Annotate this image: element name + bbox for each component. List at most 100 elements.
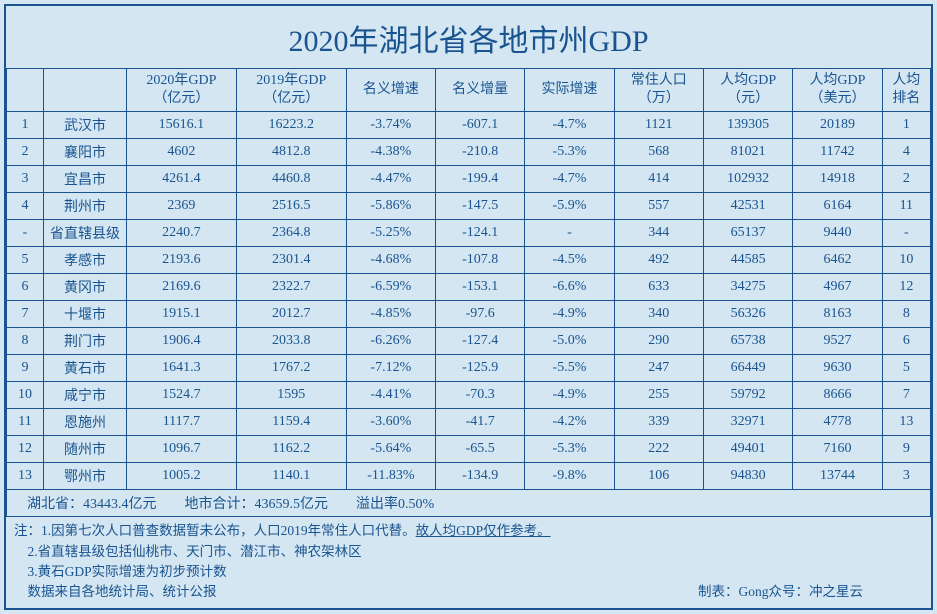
table-credit: 制表：Gong众号：冲之星云 [698, 582, 923, 602]
table-cell: 2364.8 [236, 220, 346, 247]
table-cell: -5.64% [346, 436, 435, 463]
table-cell: 4778 [793, 409, 882, 436]
table-cell: 94830 [703, 463, 792, 490]
table-cell: 恩施州 [44, 409, 127, 436]
summary-cell: 湖北省：43443.4亿元 地市合计：43659.5亿元 溢出率0.50% [7, 490, 931, 517]
table-body: 1武汉市15616.116223.2-3.74%-607.1-4.7%11211… [7, 112, 931, 490]
table-cell: 荆州市 [44, 193, 127, 220]
province-total: 湖北省：43443.4亿元 [27, 497, 157, 512]
table-cell: - [7, 220, 44, 247]
table-cell: 568 [614, 139, 703, 166]
table-cell: -5.3% [525, 139, 614, 166]
table-cell: -97.6 [436, 301, 525, 328]
table-cell: -4.41% [346, 382, 435, 409]
table-cell: 4460.8 [236, 166, 346, 193]
col-gdp2019: 2019年GDP（亿元） [236, 69, 346, 112]
table-cell: 344 [614, 220, 703, 247]
table-cell: 荆门市 [44, 328, 127, 355]
gdp-table: 2020年GDP（亿元） 2019年GDP（亿元） 名义增速 名义增量 实际增速… [6, 68, 931, 517]
table-cell: 65137 [703, 220, 792, 247]
table-cell: 随州市 [44, 436, 127, 463]
table-cell: 1140.1 [236, 463, 346, 490]
table-cell: 11 [7, 409, 44, 436]
table-cell: 3 [882, 463, 930, 490]
table-cell: 9 [882, 436, 930, 463]
table-cell: 4 [7, 193, 44, 220]
table-cell: 106 [614, 463, 703, 490]
table-cell: 12 [7, 436, 44, 463]
table-cell: -4.7% [525, 166, 614, 193]
table-cell: 6 [7, 274, 44, 301]
table-row: 2襄阳市46024812.8-4.38%-210.8-5.3%568810211… [7, 139, 931, 166]
table-cell: -5.5% [525, 355, 614, 382]
table-cell: -4.5% [525, 247, 614, 274]
table-cell: -41.7 [436, 409, 525, 436]
summary-row: 湖北省：43443.4亿元 地市合计：43659.5亿元 溢出率0.50% [7, 490, 931, 517]
table-cell: 5 [882, 355, 930, 382]
table-cell: 6 [882, 328, 930, 355]
table-cell: -65.5 [436, 436, 525, 463]
table-cell: 2301.4 [236, 247, 346, 274]
table-cell: 4 [882, 139, 930, 166]
table-cell: -4.7% [525, 112, 614, 139]
table-cell: 340 [614, 301, 703, 328]
table-cell: -5.25% [346, 220, 435, 247]
table-cell: 42531 [703, 193, 792, 220]
table-cell: 414 [614, 166, 703, 193]
table-cell: 2193.6 [127, 247, 237, 274]
table-cell: -607.1 [436, 112, 525, 139]
table-container: 2020年湖北省各地市州GDP 2020年GDP（亿元） 2019年GDP（亿元… [4, 4, 933, 610]
table-row: 6黄冈市2169.62322.7-6.59%-153.1-6.6%6333427… [7, 274, 931, 301]
table-cell: -4.47% [346, 166, 435, 193]
table-cell: 66449 [703, 355, 792, 382]
table-cell: -199.4 [436, 166, 525, 193]
table-cell: 12 [882, 274, 930, 301]
table-cell: -125.9 [436, 355, 525, 382]
table-cell: 7 [7, 301, 44, 328]
col-real-growth: 实际增速 [525, 69, 614, 112]
table-cell: 65738 [703, 328, 792, 355]
table-cell: 3 [7, 166, 44, 193]
table-cell: 16223.2 [236, 112, 346, 139]
table-cell: 1 [7, 112, 44, 139]
table-cell: - [882, 220, 930, 247]
table-cell: 9 [7, 355, 44, 382]
table-cell: 黄冈市 [44, 274, 127, 301]
table-cell: 49401 [703, 436, 792, 463]
note-line1: 注：1.因第七次人口普查数据暂未公布，人口2019年常住人口代替。故人均GDP仅… [14, 521, 923, 541]
table-cell: 2322.7 [236, 274, 346, 301]
table-cell: 4602 [127, 139, 237, 166]
table-cell: 8163 [793, 301, 882, 328]
table-cell: 1121 [614, 112, 703, 139]
table-cell: 8 [7, 328, 44, 355]
table-cell: 8666 [793, 382, 882, 409]
table-cell: -210.8 [436, 139, 525, 166]
table-cell: 81021 [703, 139, 792, 166]
table-cell: 13744 [793, 463, 882, 490]
table-cell: 9527 [793, 328, 882, 355]
table-cell: 290 [614, 328, 703, 355]
table-cell: 2012.7 [236, 301, 346, 328]
table-cell: -5.0% [525, 328, 614, 355]
table-cell: -5.86% [346, 193, 435, 220]
table-cell: -4.38% [346, 139, 435, 166]
table-cell: 20189 [793, 112, 882, 139]
city-total: 地市合计：43659.5亿元 [185, 497, 329, 512]
table-cell: -127.4 [436, 328, 525, 355]
table-cell: -6.6% [525, 274, 614, 301]
table-cell: 339 [614, 409, 703, 436]
table-cell: 7160 [793, 436, 882, 463]
table-cell: 14918 [793, 166, 882, 193]
table-cell: 黄石市 [44, 355, 127, 382]
notes-section: 注：1.因第七次人口普查数据暂未公布，人口2019年常住人口代替。故人均GDP仅… [6, 517, 931, 608]
table-cell: 1767.2 [236, 355, 346, 382]
table-cell: 9440 [793, 220, 882, 247]
table-cell: 32971 [703, 409, 792, 436]
table-cell: 255 [614, 382, 703, 409]
table-cell: 武汉市 [44, 112, 127, 139]
table-cell: 1524.7 [127, 382, 237, 409]
table-cell: 2033.8 [236, 328, 346, 355]
table-cell: 10 [882, 247, 930, 274]
page-title: 2020年湖北省各地市州GDP [6, 6, 931, 68]
table-cell: -3.60% [346, 409, 435, 436]
